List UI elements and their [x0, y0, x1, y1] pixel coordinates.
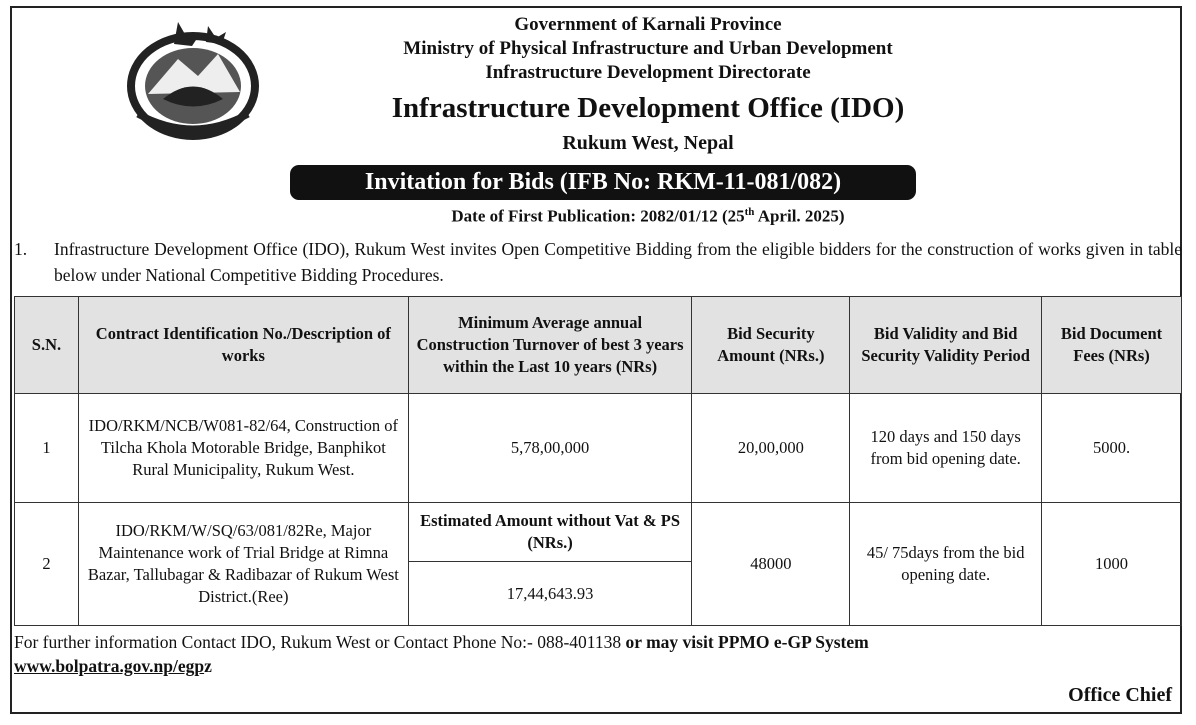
footer-bold-text: or may visit PPMO e-GP System — [625, 632, 869, 652]
footer-text: For further information Contact IDO, Ruk… — [14, 632, 626, 652]
intro-text: Infrastructure Development Office (IDO),… — [54, 239, 1182, 285]
row1-bid-security: 20,00,000 — [691, 393, 851, 503]
header-turnover: Minimum Average annual Construction Turn… — [407, 296, 693, 394]
header-office: Infrastructure Development Office (IDO) — [391, 92, 905, 124]
table-row: 17,44,643.93 — [15, 561, 1182, 626]
table-header-row: S.N. Contract Identification No./Descrip… — [14, 296, 1182, 394]
row2-estimate-value: 17,44,643.93 — [407, 561, 693, 626]
footer-contact: For further information Contact IDO, Ruk… — [14, 630, 1182, 678]
egp-link-tail: z — [204, 656, 212, 676]
row2-fees: 1000 — [1041, 502, 1182, 626]
header-fees: Bid Document Fees (NRs) — [1041, 296, 1182, 394]
header-ministry: Ministry of Physical Infrastructure and … — [403, 38, 893, 59]
table-row: 2 IDO/RKM/W/SQ/63/081/82Re, Major Mainte… — [14, 502, 1182, 626]
row2-validity: 45/ 75days from the bid opening date. — [849, 502, 1043, 626]
header-directorate: Infrastructure Development Directorate — [485, 62, 811, 83]
row2-sn: 2 — [14, 502, 79, 626]
publication-date: Date of First Publication: 2082/01/12 (2… — [451, 206, 845, 226]
row1-fees: 5000. — [1041, 393, 1182, 503]
row2-contract: IDO/RKM/W/SQ/63/081/82Re, Major Maintena… — [77, 502, 409, 626]
signer: Office Chief — [1068, 684, 1172, 706]
row2-estimate-label: Estimated Amount without Vat & PS (NRs.) — [407, 502, 693, 562]
header-validity: Bid Validity and Bid Security Validity P… — [849, 296, 1043, 394]
header-contract: Contract Identification No./Description … — [77, 296, 409, 394]
row2-bid-security: 48000 — [691, 502, 851, 626]
egp-link[interactable]: www.bolpatra.gov.np/egp — [14, 656, 205, 676]
intro-number: 1. — [14, 239, 28, 259]
header-bid-security: Bid Security Amount (NRs.) — [691, 296, 851, 394]
row1-sn: 1 — [14, 393, 79, 503]
intro-paragraph: 1. Infrastructure Development Office (ID… — [14, 236, 1182, 288]
bids-table: S.N. Contract Identification No./Descrip… — [14, 296, 1182, 626]
row1-turnover: 5,78,00,000 — [407, 393, 693, 503]
row1-contract: IDO/RKM/NCB/W081-82/64, Construction of … — [77, 393, 409, 503]
header-location: Rukum West, Nepal — [562, 132, 734, 154]
header-government: Government of Karnali Province — [514, 14, 782, 35]
header-sn: S.N. — [14, 296, 79, 394]
nepal-emblem-icon — [127, 22, 259, 140]
ifb-banner: Invitation for Bids (IFB No: RKM-11-081/… — [290, 165, 916, 200]
row1-validity: 120 days and 150 days from bid opening d… — [849, 393, 1043, 503]
table-row: 1 IDO/RKM/NCB/W081-82/64, Construction o… — [14, 393, 1182, 503]
